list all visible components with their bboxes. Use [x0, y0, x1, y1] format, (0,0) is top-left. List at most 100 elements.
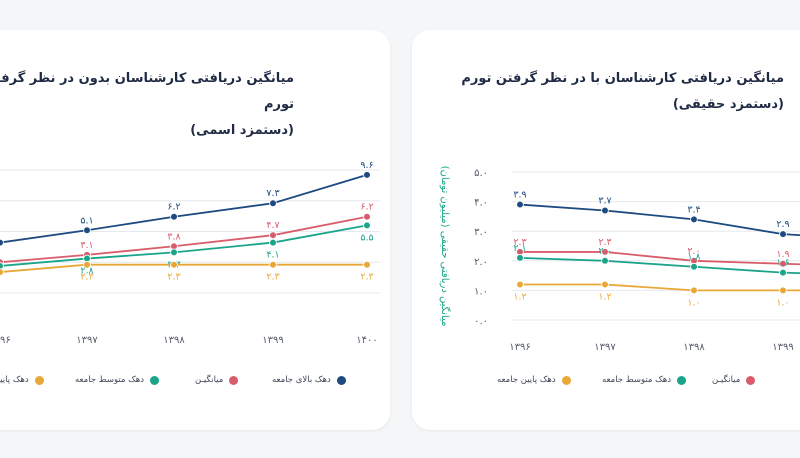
data-label: ۳.۹ — [513, 190, 526, 201]
x-tick-label: ۱۳۹۶ — [0, 335, 11, 346]
data-label: ۲.۳ — [80, 272, 93, 283]
legend-marker — [677, 375, 687, 385]
data-point — [269, 260, 277, 269]
real-chart-title: میانگین دریافتی کارشناسان با در نظر گرفت… — [461, 71, 784, 86]
data-point — [601, 206, 609, 215]
x-tick-label: ۱۳۹۹ — [772, 342, 793, 353]
data-point — [0, 262, 4, 270]
nominal-wage-chart-card: میانگین دریافتی کارشناسان بدون در نظر گر… — [0, 30, 390, 430]
legend-item: دهک پایین جامعه — [0, 375, 44, 385]
data-label: ۱.۲ — [598, 291, 611, 302]
real-wage-line-chart: ۰.۰ ۱.۰ ۲.۰ ۳.۰ ۴.۰ ۵.۰ میانگین دریافتی حقیقی … — [439, 166, 800, 353]
y-tick-label: ۱.۰ — [474, 286, 488, 297]
data-point — [779, 268, 787, 277]
data-point — [516, 200, 524, 209]
data-label: ۶.۲ — [167, 202, 180, 213]
data-point — [83, 226, 91, 235]
data-label: ۳.۸ — [167, 231, 180, 242]
series-line — [519, 256, 800, 275]
data-label: ۲.۳ — [598, 237, 611, 248]
legend-marker — [336, 375, 346, 385]
legend-label: دهک پایین جامعه — [497, 375, 556, 385]
data-point — [779, 259, 787, 268]
y-tick-label: ۲.۰ — [474, 257, 488, 268]
series-line — [520, 283, 800, 292]
legend-item: میانگیـن — [712, 375, 756, 385]
legend-marker — [746, 375, 756, 385]
data-label: ۲.۰ — [687, 246, 700, 257]
legend-label: دهک متوسط جامعه — [75, 375, 145, 385]
legend-item: میانگیـن — [195, 375, 239, 385]
x-tick-label: ۱۳۹۷ — [76, 335, 98, 346]
legend-label: دهک پایین جامعه — [0, 375, 29, 385]
data-label: ۲.۰ — [598, 246, 611, 257]
data-label: ۱.۶ — [776, 258, 789, 269]
data-point — [170, 260, 178, 269]
nominal-chart-title-block: میانگین دریافتی کارشناسان بدون در نظر گر… — [0, 66, 294, 144]
data-label: ۲.۱ — [513, 243, 526, 254]
legend-marker — [561, 375, 571, 385]
data-label: ۳.۴ — [687, 204, 700, 215]
data-label: ۵.۱ — [80, 215, 93, 226]
data-point — [0, 238, 4, 247]
x-tick-label: ۱۳۹۸ — [163, 335, 185, 346]
legend-label: دهک متوسط جامعه — [602, 375, 672, 385]
legend-marker — [229, 375, 239, 385]
data-label: ۳.۱ — [80, 240, 93, 251]
nominal-wage-line-chart: ۱۳۹۶ ۱۳۹۷ ۱۳۹۸ ۱۳۹۹ ۱۴۰۰ ۵.۱ ۶.۲ ۷.۳ ۹.۶ ۳.۱ ۳.۸ ۴.… — [0, 160, 380, 346]
legend-item: دهک متوسط جامعه — [602, 375, 687, 385]
y-tick-label: ۵.۰ — [474, 168, 488, 179]
data-point — [601, 280, 609, 289]
data-point — [516, 280, 524, 289]
data-label: ۱.۰ — [687, 297, 700, 308]
data-label: ۴.۷ — [266, 220, 279, 231]
data-point — [516, 254, 524, 262]
real-chart-subtitle: (دستمزد حقیقی) — [672, 97, 784, 112]
data-label: ۱.۲ — [513, 291, 526, 302]
legend-label: میانگیـن — [195, 375, 224, 385]
data-label: ۲.۹ — [776, 219, 789, 230]
legend-label: دهک بالای جامعه — [272, 375, 331, 385]
real-wage-chart-card: میانگین دریافتی کارشناسان با در نظر گرفت… — [412, 30, 800, 430]
data-point — [269, 238, 277, 247]
legend-item: دهک پایین جامعه — [497, 375, 571, 385]
data-label: ۶.۲ — [360, 202, 373, 213]
data-label: ۵.۵ — [360, 232, 373, 243]
data-point — [363, 171, 371, 179]
y-tick-label: ۳.۰ — [474, 227, 488, 238]
series-line — [519, 203, 800, 237]
data-point — [690, 286, 698, 295]
nominal-chart-subtitle: (دستمزد اسمی) — [190, 123, 294, 138]
data-label: ۲.۳ — [360, 272, 373, 283]
legend-label: میانگیـن — [712, 375, 741, 385]
data-point — [363, 260, 371, 269]
data-point — [170, 248, 178, 257]
data-point — [601, 257, 609, 265]
data-label: ۴.۱ — [266, 250, 279, 261]
data-point — [779, 230, 787, 238]
data-point — [269, 231, 277, 239]
data-label: ۲.۳ — [266, 272, 279, 283]
data-point — [601, 248, 609, 256]
y-tick-label: ۴.۰ — [474, 198, 488, 209]
data-point — [83, 260, 91, 269]
data-point — [690, 215, 698, 224]
data-point — [690, 262, 698, 271]
legend-marker — [150, 375, 160, 385]
legend-item: دهک بالای جامعه — [272, 375, 346, 385]
nominal-chart-title: میانگین دریافتی کارشناسان بدون در نظر گر… — [0, 71, 294, 112]
data-label: ۱.۰ — [776, 297, 789, 308]
data-label: ۲.۸ — [80, 266, 93, 277]
legend-marker — [34, 375, 44, 385]
x-tick-label: ۱۳۹۹ — [262, 335, 283, 346]
real-chart-title-block: میانگین دریافتی کارشناسان با در نظر گرفت… — [461, 66, 784, 118]
data-label: ۱.۹ — [776, 249, 789, 260]
data-point — [363, 221, 371, 230]
data-point — [0, 268, 4, 276]
x-tick-label: ۱۳۹۸ — [683, 342, 705, 353]
data-label: ۱.۸ — [687, 252, 700, 263]
x-tick-label: ۱۳۹۶ — [509, 342, 530, 353]
x-tick-label: ۱۳۹۷ — [594, 342, 616, 353]
y-axis-label: میانگین دریافتی حقیقی (میلیون تومان) — [439, 166, 451, 327]
